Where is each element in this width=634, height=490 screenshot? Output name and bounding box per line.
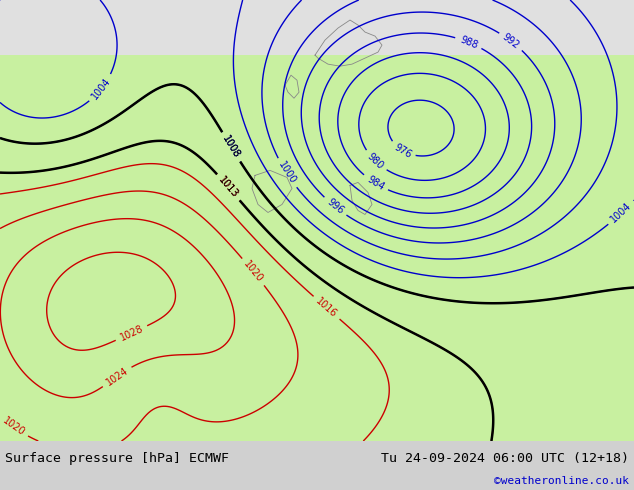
Text: 1020: 1020 — [1, 416, 26, 438]
Text: Surface pressure [hPa] ECMWF: Surface pressure [hPa] ECMWF — [5, 452, 229, 465]
Bar — [0, 0, 634, 55]
Text: 976: 976 — [392, 142, 413, 160]
Text: 1013: 1013 — [217, 175, 240, 200]
Text: Tu 24-09-2024 06:00 UTC (12+18): Tu 24-09-2024 06:00 UTC (12+18) — [381, 452, 629, 465]
Text: 1028: 1028 — [118, 323, 145, 343]
Text: 1024: 1024 — [104, 366, 130, 388]
Text: 980: 980 — [365, 151, 385, 171]
Text: 1008: 1008 — [221, 134, 242, 160]
Text: 992: 992 — [501, 32, 521, 51]
Text: 1004: 1004 — [90, 76, 113, 101]
Text: 1016: 1016 — [314, 296, 339, 319]
Text: 988: 988 — [458, 34, 479, 50]
Text: 984: 984 — [365, 174, 386, 193]
Text: 996: 996 — [325, 197, 346, 216]
Text: 1000: 1000 — [276, 160, 297, 186]
Text: 1020: 1020 — [242, 259, 265, 285]
Text: 1013: 1013 — [217, 175, 240, 200]
Text: 1008: 1008 — [221, 134, 242, 160]
Text: ©weatheronline.co.uk: ©weatheronline.co.uk — [494, 476, 629, 486]
Text: 1004: 1004 — [609, 201, 633, 225]
